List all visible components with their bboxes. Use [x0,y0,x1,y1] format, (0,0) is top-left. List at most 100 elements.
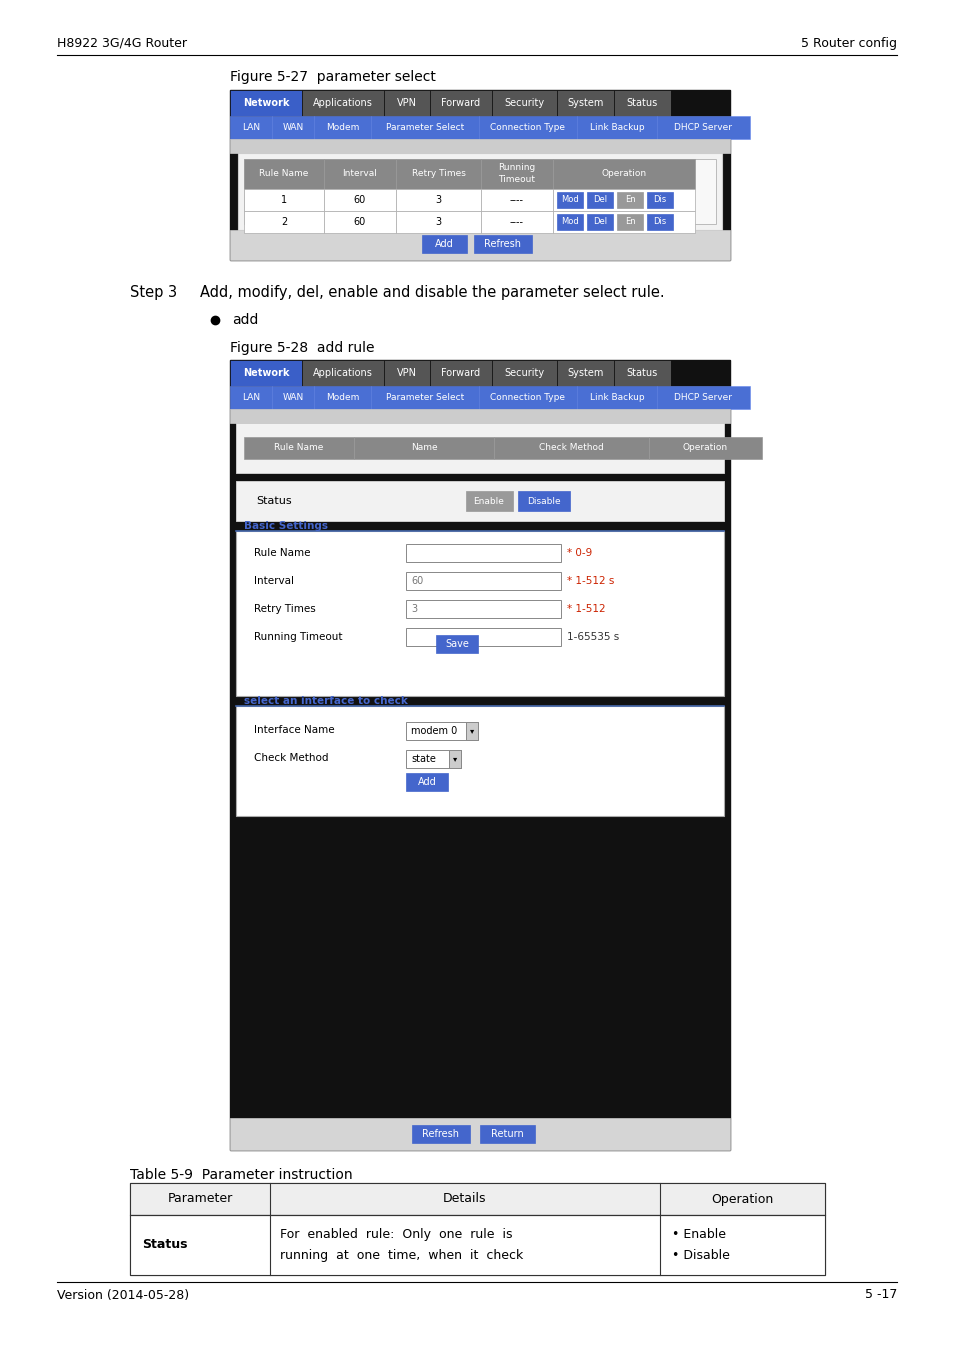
Text: LAN: LAN [242,123,260,132]
Text: Modem: Modem [326,123,359,132]
Bar [230,116,272,139]
Bar [657,116,749,139]
Bar [557,90,614,116]
Bar [406,599,560,618]
Bar [130,1183,824,1274]
Text: Parameter: Parameter [167,1192,233,1206]
Text: System: System [567,99,603,108]
Text: Details: Details [443,1192,486,1206]
Text: • Enable: • Enable [671,1228,725,1241]
Bar [230,1118,729,1150]
Bar [553,189,695,211]
Text: Security: Security [504,369,544,378]
Text: DHCP Server: DHCP Server [674,123,732,132]
Text: Operation: Operation [600,170,646,178]
Bar [324,211,395,234]
Text: 5 Router config: 5 Router config [801,36,896,50]
Bar [421,235,467,252]
Text: Add: Add [417,778,436,787]
Text: Operation: Operation [682,444,727,452]
Text: Del: Del [593,196,606,204]
Text: Step 3: Step 3 [130,285,177,300]
Text: Applications: Applications [313,369,373,378]
Bar [465,722,477,740]
Bar [436,634,477,653]
Text: Modem: Modem [326,393,359,402]
Text: Basic Settings: Basic Settings [244,521,328,531]
Text: Save: Save [445,639,469,649]
Text: Link Backup: Link Backup [589,123,643,132]
Bar [395,211,480,234]
Text: 3: 3 [435,194,441,205]
Text: 60: 60 [354,194,366,205]
Bar [384,90,430,116]
Bar [324,159,395,189]
Bar [230,90,729,261]
Text: 5 -17: 5 -17 [863,1288,896,1301]
Text: Network: Network [242,99,289,108]
Text: Rule Name: Rule Name [259,170,309,178]
Bar [492,360,557,386]
Text: add: add [232,313,258,327]
Text: VPN: VPN [396,369,416,378]
Bar [272,386,314,409]
Bar [244,437,354,459]
Text: ▾: ▾ [470,726,474,736]
Text: Connection Type: Connection Type [490,123,565,132]
Bar [235,481,723,521]
Text: H8922 3G/4G Router: H8922 3G/4G Router [57,36,187,50]
Text: Status: Status [626,99,658,108]
Text: Operation: Operation [711,1192,773,1206]
Bar [577,116,657,139]
Bar [395,189,480,211]
Bar [244,159,324,189]
Text: Network: Network [242,369,289,378]
Text: Del: Del [593,217,606,227]
Text: Interval: Interval [253,576,294,586]
Text: 3: 3 [411,603,416,614]
Bar [557,192,582,208]
Text: Forward: Forward [441,369,480,378]
Bar [237,153,721,230]
Text: modem 0: modem 0 [411,726,456,736]
Bar [314,116,371,139]
Text: Security: Security [504,99,544,108]
Text: Figure 5-28  add rule: Figure 5-28 add rule [230,342,375,355]
Text: Timeout: Timeout [498,176,535,185]
Text: ▾: ▾ [453,755,456,764]
Bar [244,189,324,211]
Text: Retry Times: Retry Times [253,603,315,614]
Bar [406,751,460,768]
Text: Table 5-9  Parameter instruction: Table 5-9 Parameter instruction [130,1168,353,1183]
Text: Connection Type: Connection Type [490,393,565,402]
Bar [384,360,430,386]
Text: Status: Status [255,495,292,506]
Bar [577,386,657,409]
Bar [657,386,749,409]
Text: Retry Times: Retry Times [411,170,465,178]
Text: * 1-512: * 1-512 [566,603,605,614]
Text: En: En [624,196,635,204]
Text: select an interface to check: select an interface to check [244,697,408,706]
Bar [480,189,553,211]
Text: 60: 60 [411,576,423,586]
Text: Version (2014-05-28): Version (2014-05-28) [57,1288,189,1301]
Bar [553,211,695,234]
Text: running  at  one  time,  when  it  check: running at one time, when it check [280,1249,522,1262]
Bar [480,159,553,189]
Text: Interval: Interval [342,170,377,178]
Bar [478,386,577,409]
Text: DHCP Server: DHCP Server [674,393,732,402]
Bar [648,437,761,459]
Text: Mod: Mod [560,217,578,227]
Bar [272,116,314,139]
Text: Return: Return [490,1129,523,1139]
Bar [230,230,729,261]
Text: Interface Name: Interface Name [253,725,335,734]
Bar [406,722,477,740]
Bar [302,360,384,386]
Text: Applications: Applications [313,99,373,108]
Text: Link Backup: Link Backup [589,393,643,402]
Bar [586,192,613,208]
Bar [314,386,371,409]
